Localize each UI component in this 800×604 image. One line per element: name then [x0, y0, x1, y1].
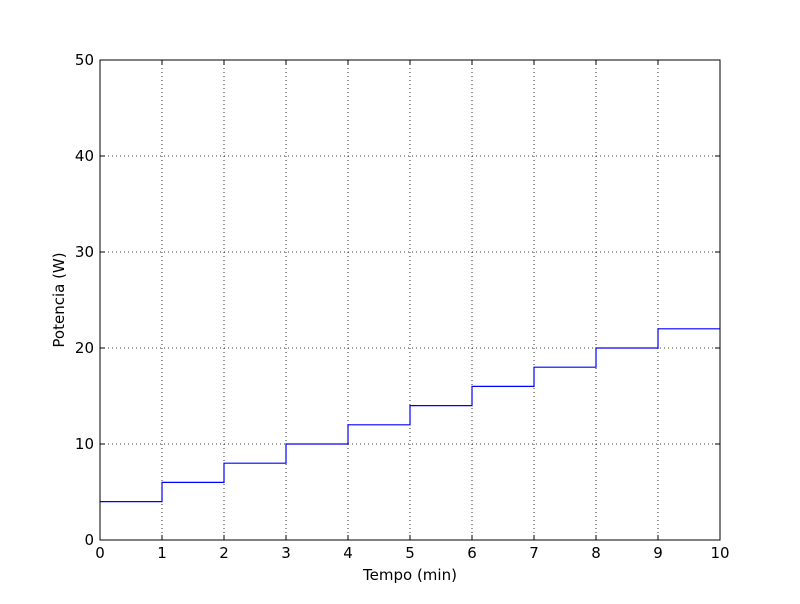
x-tick-label: 0 — [95, 544, 105, 562]
y-axis-label: Potencia (W) — [50, 252, 68, 347]
x-tick-label: 1 — [157, 544, 167, 562]
series-layer — [100, 328, 720, 503]
y-tick-label: 10 — [75, 435, 94, 453]
x-tick-labels: 0 1 2 3 4 5 6 7 8 9 10 — [95, 544, 729, 562]
x-tick-label: 10 — [710, 544, 729, 562]
series-line — [100, 328, 720, 503]
x-tick-label: 4 — [343, 544, 353, 562]
x-tick-label: 9 — [653, 544, 663, 562]
x-tick-label: 3 — [281, 544, 291, 562]
y-tick-label: 0 — [84, 531, 94, 549]
y-tick-label: 20 — [75, 339, 94, 357]
y-tick-label: 50 — [75, 51, 94, 69]
x-tick-label: 2 — [219, 544, 229, 562]
x-tick-label: 8 — [591, 544, 601, 562]
y-tick-label: 30 — [75, 243, 94, 261]
x-tick-label: 5 — [405, 544, 415, 562]
x-tick-label: 7 — [529, 544, 539, 562]
x-axis-label: Tempo (min) — [362, 566, 457, 584]
y-tick-labels: 0 10 20 30 40 50 — [75, 51, 94, 549]
tick-marks — [99, 59, 721, 541]
grid-lines — [99, 59, 721, 541]
x-tick-label: 6 — [467, 544, 477, 562]
y-tick-label: 40 — [75, 147, 94, 165]
